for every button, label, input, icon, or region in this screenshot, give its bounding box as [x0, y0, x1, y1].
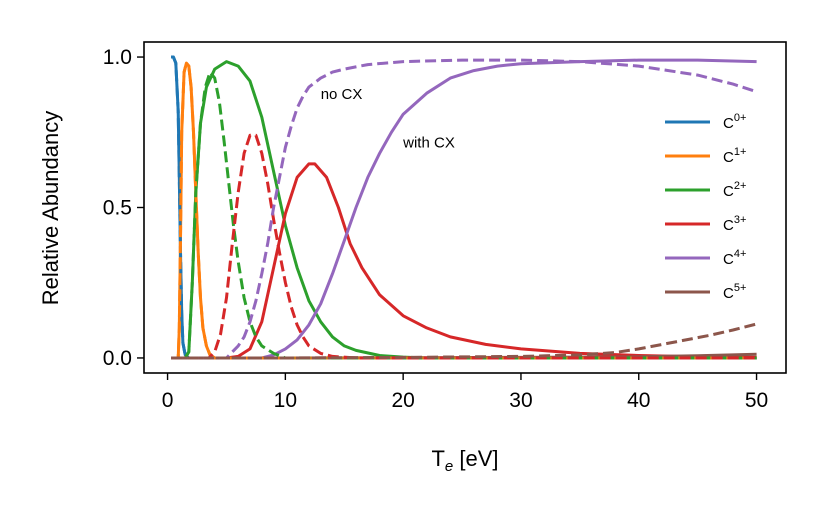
series-line-with-cx-4: [171, 58, 757, 360]
legend-label-base: C: [723, 285, 734, 302]
legend-label: C0+: [723, 112, 746, 132]
y-axis-title: Relative Abundancy: [38, 111, 63, 305]
series-line-no-cx-0: [171, 55, 757, 360]
series-line-no-cx-1: [171, 61, 757, 360]
legend-label-sup: 0+: [734, 112, 747, 124]
x-axis-title-rest: [eV]: [453, 446, 498, 471]
x-axis-title: Te [eV]: [431, 446, 498, 475]
x-tick-label: 30: [509, 389, 532, 412]
series-line-no-cx-3: [171, 133, 757, 360]
legend-label: C1+: [723, 146, 746, 166]
legend-label-sup: 1+: [734, 146, 747, 158]
y-tick-label: 0.0: [103, 347, 132, 370]
legend-label-base: C: [723, 217, 734, 234]
legend-label: C5+: [723, 282, 746, 302]
legend-label-sup: 4+: [734, 248, 747, 260]
legend-label-base: C: [723, 149, 734, 166]
legend-label-base: C: [723, 251, 734, 268]
x-tick-label: 10: [274, 389, 297, 412]
annotation-with-cx: with CX: [402, 134, 455, 151]
legend-label-sup: 2+: [734, 180, 747, 192]
legend-label-sup: 3+: [734, 214, 747, 226]
legend-label: C3+: [723, 214, 746, 234]
y-tick-label: 1.0: [103, 46, 132, 69]
series-line-with-cx-0: [171, 55, 757, 360]
series-line-no-cx-5: [171, 322, 757, 360]
x-axis-title-main: T: [431, 446, 444, 471]
legend-label: C2+: [723, 180, 746, 200]
series-line-no-cx-4: [171, 58, 758, 360]
x-tick-label: 40: [627, 389, 650, 412]
legend: C0+C1+C2+C3+C4+C5+: [665, 112, 746, 302]
legend-label-base: C: [723, 183, 734, 200]
x-tick-label: 0: [162, 389, 174, 412]
series-layer: [171, 55, 758, 360]
legend-label-base: C: [723, 115, 734, 132]
x-axis-title-sub: e: [445, 458, 453, 475]
legend-label-sup: 5+: [734, 282, 747, 294]
series-line-no-cx-2: [171, 70, 757, 360]
y-tick-label: 0.5: [103, 197, 132, 220]
legend-label: C4+: [723, 248, 746, 268]
plot-frame: [143, 41, 787, 374]
x-tick-label: 20: [391, 389, 414, 412]
x-tick-label: 50: [745, 389, 768, 412]
annotation-no-cx: no CX: [321, 86, 363, 103]
series-line-with-cx-3: [171, 162, 757, 360]
axis-ticks: 0 10 20 30 40 50 0.0 0.5 1.0: [103, 46, 768, 412]
series-line-with-cx-2: [171, 60, 757, 360]
